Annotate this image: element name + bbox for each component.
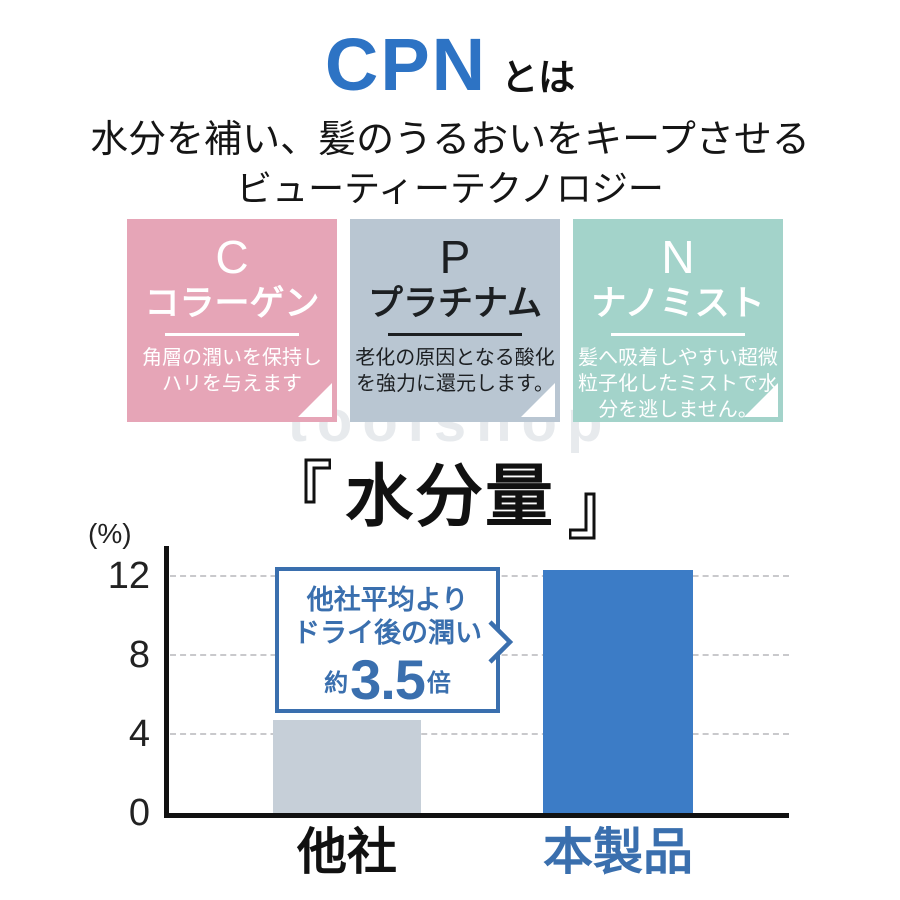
- x-label-this-product: 本製品: [543, 824, 693, 880]
- description-line: 分を逃しません。: [598, 399, 758, 421]
- corner-triangle-icon: [298, 383, 332, 417]
- y-axis-line: [164, 546, 169, 818]
- close-bracket-icon: [569, 492, 596, 540]
- divider: [611, 333, 745, 336]
- annotation-suffix: 倍: [426, 669, 451, 697]
- corner-triangle-icon: [521, 383, 555, 417]
- feature-box-nanomist: N ナノミスト 髪へ吸着しやすい超微 粒子化したミストで水 分を逃しません。: [573, 219, 783, 422]
- feature-name: ナノミスト: [591, 284, 765, 323]
- corner-triangle-icon: [744, 383, 778, 417]
- feature-box-platinum: P プラチナム 老化の原因となる酸化 を強力に還元します。: [350, 219, 560, 422]
- feature-name: コラーゲン: [144, 284, 320, 323]
- x-label-others: 他社: [297, 824, 397, 880]
- open-bracket-icon: [304, 458, 331, 504]
- description-line: 粒子化したミストで水: [578, 373, 778, 395]
- description-line: を強力に還元します。: [356, 373, 554, 395]
- subtitle-line1: 水分を補い、髪のうるおいをキープさせる: [90, 119, 810, 161]
- description-line: 角層の潤いを保持し: [142, 347, 322, 369]
- bar-others: [273, 720, 421, 813]
- description-line: 髪へ吸着しやすい超微: [578, 347, 778, 369]
- title-suffix: とは: [501, 57, 576, 98]
- chart-title-text: 水分量: [344, 459, 555, 535]
- y-axis-unit-label: (%): [88, 518, 132, 549]
- annotation-line1: 他社平均より: [306, 585, 469, 615]
- feature-letter: C: [215, 231, 249, 283]
- annotation-value-row: 約 3.5 倍: [279, 651, 496, 709]
- divider: [165, 333, 299, 336]
- description-line: 老化の原因となる酸化: [355, 347, 555, 369]
- y-tick-label-4: 4: [128, 713, 150, 755]
- callout-pointer-icon: [488, 620, 514, 664]
- subtitle-line2: ビューティーテクノロジー: [236, 168, 664, 209]
- feature-description: 髪へ吸着しやすい超微 粒子化したミストで水 分を逃しません。: [573, 345, 783, 422]
- gridline-4: [170, 733, 789, 735]
- y-tick-label-12: 12: [107, 555, 150, 597]
- bar-this-product: [543, 570, 693, 813]
- annotation-value: 3.5: [350, 648, 426, 711]
- feature-letter: P: [439, 231, 471, 283]
- annotation-prefix: 約: [324, 669, 349, 697]
- feature-name: プラチナム: [368, 284, 542, 323]
- description-line: ハリを与えます: [162, 373, 302, 395]
- feature-box-collagen: C コラーゲン 角層の潤いを保持し ハリを与えます: [127, 219, 337, 422]
- y-tick-label-8: 8: [128, 634, 150, 676]
- title-cpn: CPN: [324, 23, 488, 106]
- x-axis-line: [164, 813, 789, 818]
- feature-letter: N: [661, 231, 695, 283]
- feature-description: 角層の潤いを保持し ハリを与えます: [127, 345, 337, 397]
- feature-description: 老化の原因となる酸化 を強力に還元します。: [350, 345, 560, 397]
- annotation-callout: 他社平均より ドライ後の潤い 約 3.5 倍: [275, 567, 514, 713]
- chart-title: 水分量: [0, 454, 900, 540]
- divider: [388, 333, 522, 336]
- y-tick-label-0: 0: [128, 792, 150, 834]
- page-title: CPN とは: [0, 22, 900, 107]
- feature-boxes: C コラーゲン 角層の潤いを保持し ハリを与えます P プラチナム 老化の原因と…: [127, 219, 783, 422]
- annotation-line2: ドライ後の潤い: [293, 618, 482, 648]
